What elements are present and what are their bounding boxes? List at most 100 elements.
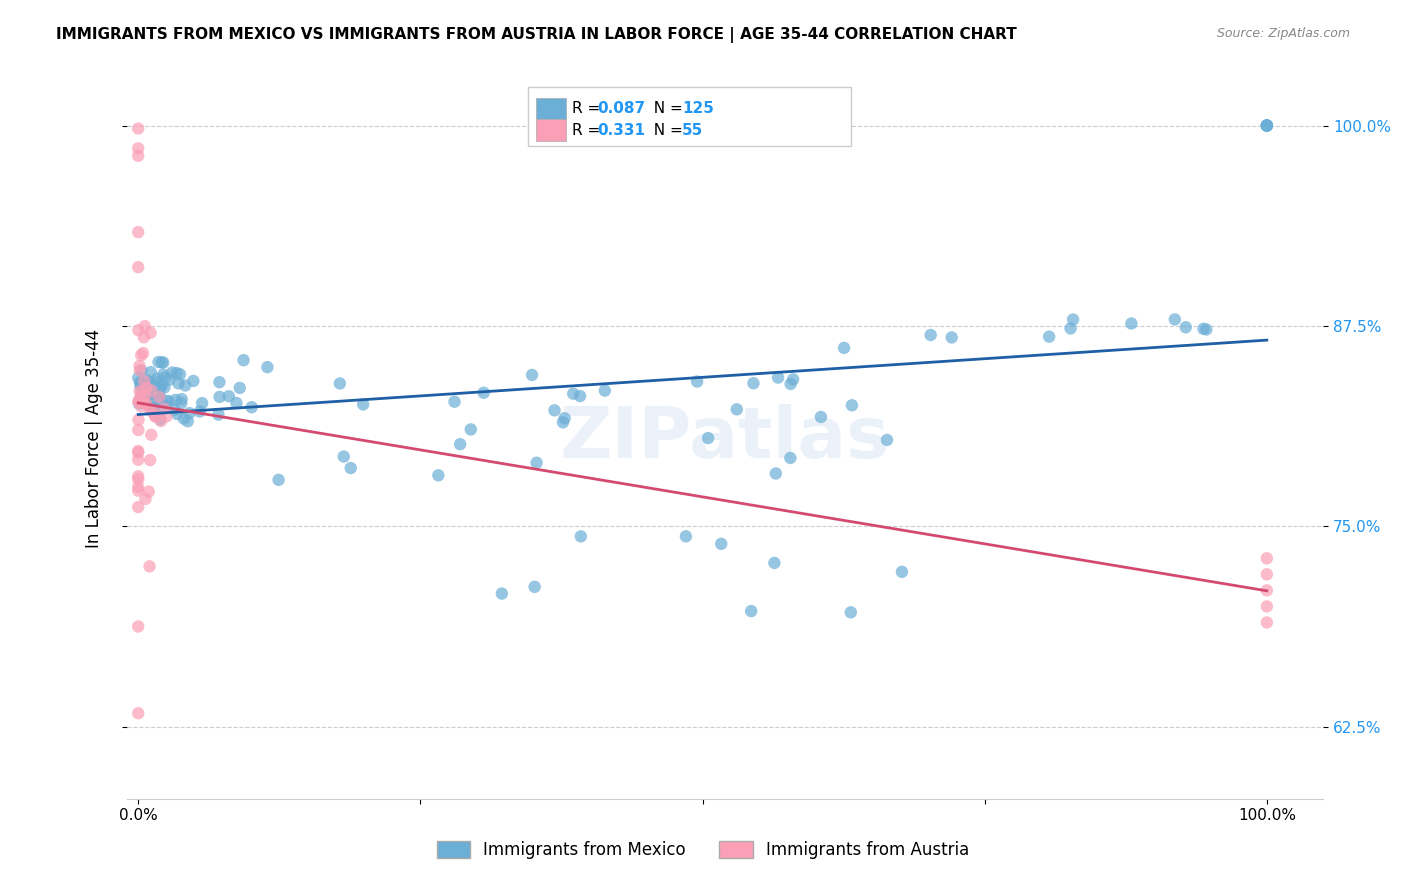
Immigrants from Austria bbox=[127, 472, 149, 486]
Immigrants from Mexico bbox=[891, 565, 914, 579]
Immigrants from Mexico bbox=[920, 328, 942, 343]
Immigrants from Mexico bbox=[569, 529, 592, 543]
Immigrants from Austria bbox=[127, 260, 149, 275]
Immigrants from Mexico bbox=[218, 389, 240, 403]
Immigrants from Austria bbox=[135, 397, 157, 411]
Immigrants from Mexico bbox=[256, 360, 278, 375]
Immigrants from Mexico bbox=[146, 372, 169, 386]
Immigrants from Mexico bbox=[810, 409, 832, 424]
Immigrants from Mexico bbox=[146, 375, 169, 389]
Immigrants from Mexico bbox=[742, 376, 765, 391]
Immigrants from Mexico bbox=[166, 366, 188, 380]
Immigrants from Mexico bbox=[329, 376, 352, 391]
Immigrants from Mexico bbox=[129, 376, 152, 390]
Immigrants from Mexico bbox=[148, 387, 170, 401]
Immigrants from Mexico bbox=[179, 406, 201, 420]
Immigrants from Austria bbox=[128, 413, 150, 427]
Immigrants from Mexico bbox=[520, 368, 543, 382]
Immigrants from Austria bbox=[127, 706, 149, 721]
Text: 0.087: 0.087 bbox=[598, 101, 645, 116]
Immigrants from Mexico bbox=[1192, 322, 1215, 336]
Immigrants from Mexico bbox=[766, 370, 789, 384]
Immigrants from Mexico bbox=[779, 376, 801, 391]
Immigrants from Mexico bbox=[129, 376, 152, 391]
Immigrants from Mexico bbox=[142, 391, 165, 405]
Immigrants from Mexico bbox=[697, 431, 720, 445]
Immigrants from Mexico bbox=[177, 414, 200, 428]
Immigrants from Mexico bbox=[143, 401, 166, 415]
Immigrants from Austria bbox=[138, 559, 160, 574]
Immigrants from Mexico bbox=[740, 604, 762, 618]
Immigrants from Austria bbox=[139, 326, 162, 340]
Immigrants from Austria bbox=[132, 395, 155, 409]
Immigrants from Mexico bbox=[145, 387, 167, 401]
Immigrants from Mexico bbox=[170, 396, 193, 410]
Immigrants from Austria bbox=[127, 394, 149, 409]
Text: 0.331: 0.331 bbox=[598, 122, 645, 137]
Immigrants from Mexico bbox=[1121, 317, 1143, 331]
Immigrants from Austria bbox=[134, 491, 156, 506]
Immigrants from Austria bbox=[141, 384, 163, 398]
Immigrants from Austria bbox=[132, 346, 155, 360]
Immigrants from Mexico bbox=[183, 374, 205, 388]
Immigrants from Mexico bbox=[686, 375, 709, 389]
Text: ZIPatlas: ZIPatlas bbox=[560, 403, 890, 473]
Immigrants from Mexico bbox=[725, 402, 748, 417]
Immigrants from Mexico bbox=[156, 394, 179, 409]
Immigrants from Mexico bbox=[443, 394, 465, 409]
Immigrants from Austria bbox=[141, 404, 163, 418]
FancyBboxPatch shape bbox=[527, 87, 851, 146]
Immigrants from Austria bbox=[127, 500, 149, 514]
Immigrants from Mexico bbox=[554, 411, 576, 425]
Immigrants from Mexico bbox=[1256, 119, 1278, 133]
Immigrants from Mexico bbox=[839, 605, 862, 619]
Immigrants from Austria bbox=[131, 385, 153, 400]
Immigrants from Mexico bbox=[225, 396, 247, 410]
Immigrants from Mexico bbox=[166, 407, 188, 421]
Immigrants from Mexico bbox=[675, 529, 697, 543]
Immigrants from Mexico bbox=[569, 389, 592, 403]
Immigrants from Mexico bbox=[523, 580, 546, 594]
Immigrants from Mexico bbox=[267, 473, 290, 487]
Immigrants from Mexico bbox=[163, 403, 186, 417]
Immigrants from Mexico bbox=[1256, 119, 1278, 133]
Text: R =: R = bbox=[572, 122, 605, 137]
Immigrants from Mexico bbox=[136, 384, 159, 399]
Immigrants from Mexico bbox=[173, 411, 195, 425]
Immigrants from Mexico bbox=[332, 450, 354, 464]
Immigrants from Austria bbox=[128, 394, 150, 409]
Immigrants from Mexico bbox=[148, 355, 170, 369]
Immigrants from Mexico bbox=[152, 398, 174, 412]
Text: IMMIGRANTS FROM MEXICO VS IMMIGRANTS FROM AUSTRIA IN LABOR FORCE | AGE 35-44 COR: IMMIGRANTS FROM MEXICO VS IMMIGRANTS FRO… bbox=[56, 27, 1017, 43]
Immigrants from Austria bbox=[138, 484, 160, 499]
Immigrants from Austria bbox=[127, 141, 149, 155]
Immigrants from Austria bbox=[134, 374, 156, 388]
Immigrants from Mexico bbox=[472, 385, 495, 400]
Immigrants from Mexico bbox=[148, 389, 170, 403]
Immigrants from Austria bbox=[148, 390, 170, 404]
Immigrants from Mexico bbox=[135, 392, 157, 406]
Immigrants from Austria bbox=[127, 149, 149, 163]
Immigrants from Mexico bbox=[138, 383, 160, 397]
Immigrants from Austria bbox=[1256, 599, 1278, 614]
FancyBboxPatch shape bbox=[536, 97, 567, 120]
Immigrants from Austria bbox=[128, 363, 150, 377]
Immigrants from Mexico bbox=[143, 402, 166, 417]
Immigrants from Mexico bbox=[491, 586, 513, 600]
Immigrants from Mexico bbox=[152, 355, 174, 369]
Immigrants from Mexico bbox=[1195, 322, 1218, 336]
Immigrants from Mexico bbox=[427, 468, 450, 483]
Immigrants from Mexico bbox=[1256, 119, 1278, 133]
Immigrants from Austria bbox=[128, 392, 150, 407]
Immigrants from Mexico bbox=[150, 378, 173, 392]
Immigrants from Austria bbox=[1256, 615, 1278, 630]
Immigrants from Mexico bbox=[1256, 119, 1278, 133]
Immigrants from Mexico bbox=[136, 374, 159, 388]
Immigrants from Austria bbox=[128, 359, 150, 373]
Immigrants from Austria bbox=[127, 225, 149, 239]
Immigrants from Mexico bbox=[782, 372, 804, 386]
Immigrants from Mexico bbox=[174, 378, 197, 392]
Immigrants from Mexico bbox=[191, 396, 214, 410]
Immigrants from Mexico bbox=[526, 456, 548, 470]
Immigrants from Mexico bbox=[832, 341, 855, 355]
